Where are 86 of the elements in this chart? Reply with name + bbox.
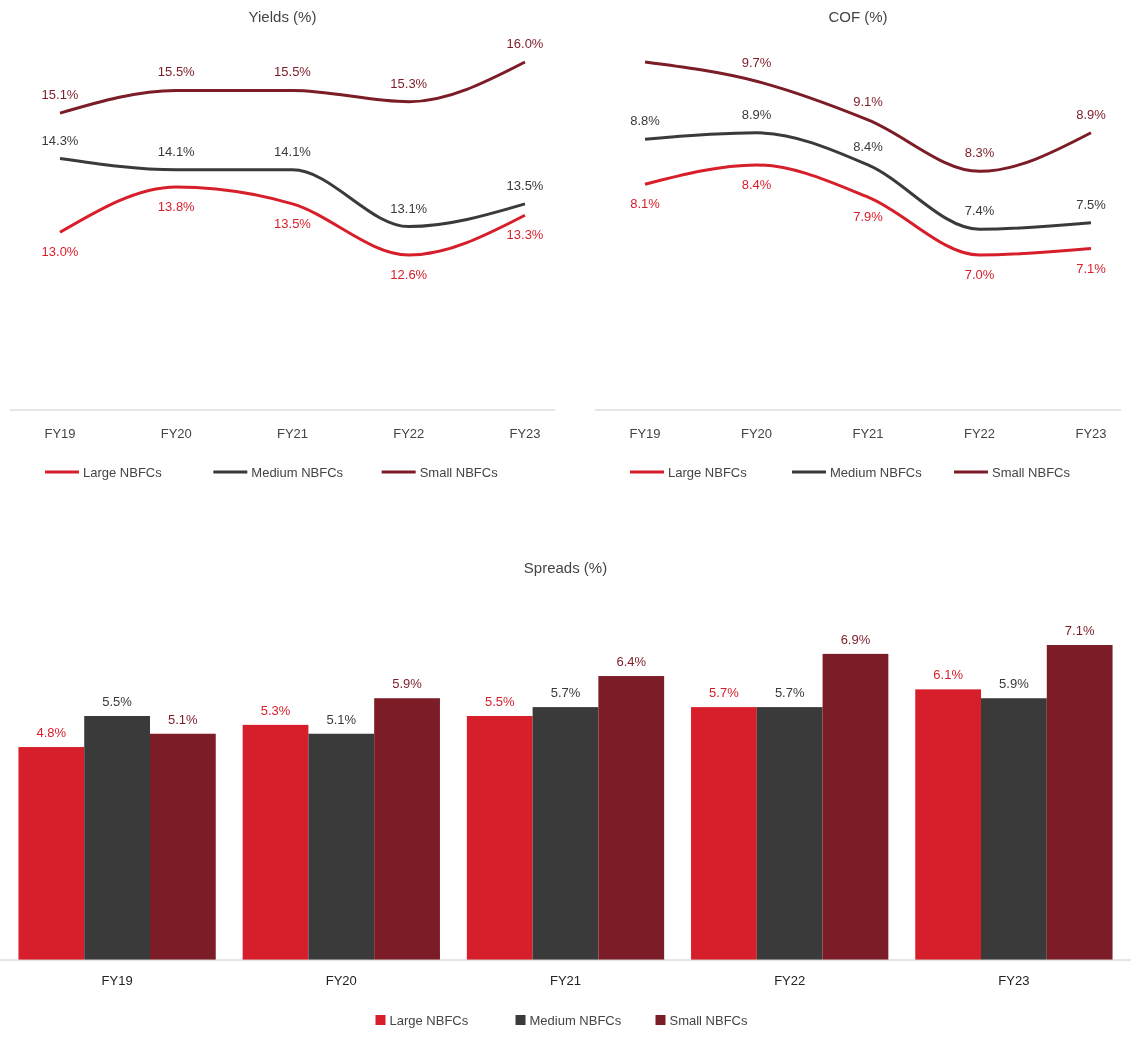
data-label: 7.1% bbox=[1076, 260, 1107, 276]
legend-label: Medium NBFCs bbox=[830, 464, 923, 480]
data-label: 6.1% bbox=[933, 667, 964, 683]
data-label: 5.9% bbox=[999, 676, 1030, 692]
data-label: 13.5% bbox=[274, 215, 312, 231]
data-label: 16.0% bbox=[506, 36, 544, 51]
bar bbox=[18, 747, 85, 960]
bar bbox=[374, 698, 440, 960]
data-label: 13.5% bbox=[506, 177, 544, 193]
bar bbox=[532, 707, 599, 960]
data-label: 14.1% bbox=[157, 143, 196, 159]
data-label: 5.3% bbox=[260, 702, 291, 718]
data-label: 4.8% bbox=[36, 725, 67, 741]
data-label: 14.1% bbox=[274, 143, 312, 159]
bar bbox=[84, 715, 150, 960]
legend-label: Large NBFCs bbox=[83, 464, 163, 480]
data-label: 8.3% bbox=[964, 145, 995, 161]
data-label: 5.5% bbox=[484, 693, 515, 709]
x-tick-label: FY22 bbox=[963, 426, 996, 441]
x-tick-label: FY21 bbox=[852, 426, 884, 441]
data-label: 8.1% bbox=[630, 196, 661, 212]
bar bbox=[308, 733, 375, 960]
data-label: 5.7% bbox=[709, 685, 740, 701]
x-tick-label: FY22 bbox=[393, 426, 425, 441]
data-label: 5.5% bbox=[102, 693, 133, 709]
bar bbox=[149, 733, 216, 960]
data-label: 13.1% bbox=[390, 200, 428, 216]
data-label: 13.0% bbox=[41, 244, 79, 260]
legend-label: Small NBFCs bbox=[419, 464, 499, 480]
x-tick-label: FY21 bbox=[276, 426, 309, 441]
data-label: 8.9% bbox=[741, 106, 772, 122]
bar bbox=[466, 715, 533, 960]
data-label: 7.9% bbox=[853, 209, 884, 225]
bar bbox=[822, 653, 889, 960]
data-label: 7.0% bbox=[964, 267, 995, 282]
legend-label: Large NBFCs bbox=[668, 464, 748, 480]
data-label: 14.3% bbox=[41, 132, 79, 148]
legend-label: Small NBFCs bbox=[669, 1012, 749, 1028]
data-label: 9.7% bbox=[741, 55, 772, 71]
chart-title: COF (%) bbox=[828, 8, 888, 25]
data-label: 7.4% bbox=[964, 203, 995, 219]
data-label: 8.8% bbox=[630, 113, 661, 129]
x-tick-label: FY23 bbox=[1075, 426, 1107, 441]
chart-title: Yields (%) bbox=[248, 8, 317, 25]
data-label: 15.1% bbox=[41, 87, 79, 103]
x-tick-label: FY23 bbox=[509, 426, 541, 441]
data-label: 15.5% bbox=[157, 64, 196, 80]
legend-label: Medium NBFCs bbox=[529, 1012, 622, 1028]
data-label: 5.7% bbox=[774, 685, 805, 701]
data-label: 8.4% bbox=[853, 138, 884, 154]
x-tick-label: FY22 bbox=[774, 973, 806, 988]
data-label: 6.9% bbox=[840, 631, 871, 647]
data-label: 7.5% bbox=[1076, 196, 1107, 212]
x-tick-label: FY19 bbox=[629, 426, 661, 441]
data-label: 5.7% bbox=[550, 685, 581, 701]
legend-label: Small NBFCs bbox=[992, 464, 1071, 480]
x-tick-label: FY20 bbox=[160, 426, 192, 441]
bar bbox=[691, 707, 757, 960]
bar bbox=[242, 724, 309, 960]
bar bbox=[915, 689, 982, 960]
data-label: 8.9% bbox=[1076, 106, 1107, 122]
legend-label: Large NBFCs bbox=[389, 1012, 469, 1028]
data-label: 13.3% bbox=[506, 227, 544, 243]
data-label: 5.1% bbox=[326, 711, 357, 727]
x-tick-label: FY20 bbox=[740, 426, 773, 441]
bar bbox=[756, 707, 823, 960]
x-tick-label: FY19 bbox=[44, 426, 76, 441]
chart-title: Spreads (%) bbox=[523, 559, 608, 576]
x-tick-label: FY23 bbox=[998, 973, 1030, 988]
data-label: 12.6% bbox=[390, 267, 428, 282]
data-label: 6.4% bbox=[616, 654, 647, 670]
data-label: 5.9% bbox=[392, 676, 423, 692]
data-label: 15.3% bbox=[390, 75, 428, 91]
bar bbox=[981, 698, 1047, 960]
data-label: 15.5% bbox=[274, 64, 312, 80]
legend-label: Medium NBFCs bbox=[251, 464, 344, 480]
x-tick-label: FY21 bbox=[549, 973, 582, 988]
bar bbox=[598, 676, 665, 960]
bar bbox=[1046, 645, 1113, 960]
data-label: 8.4% bbox=[741, 176, 772, 192]
data-label: 9.1% bbox=[853, 93, 884, 109]
x-tick-label: FY19 bbox=[101, 973, 133, 988]
data-label: 7.1% bbox=[1064, 623, 1095, 638]
data-label: 13.8% bbox=[157, 198, 196, 214]
x-tick-label: FY20 bbox=[325, 973, 357, 988]
data-label: 5.1% bbox=[168, 711, 199, 727]
